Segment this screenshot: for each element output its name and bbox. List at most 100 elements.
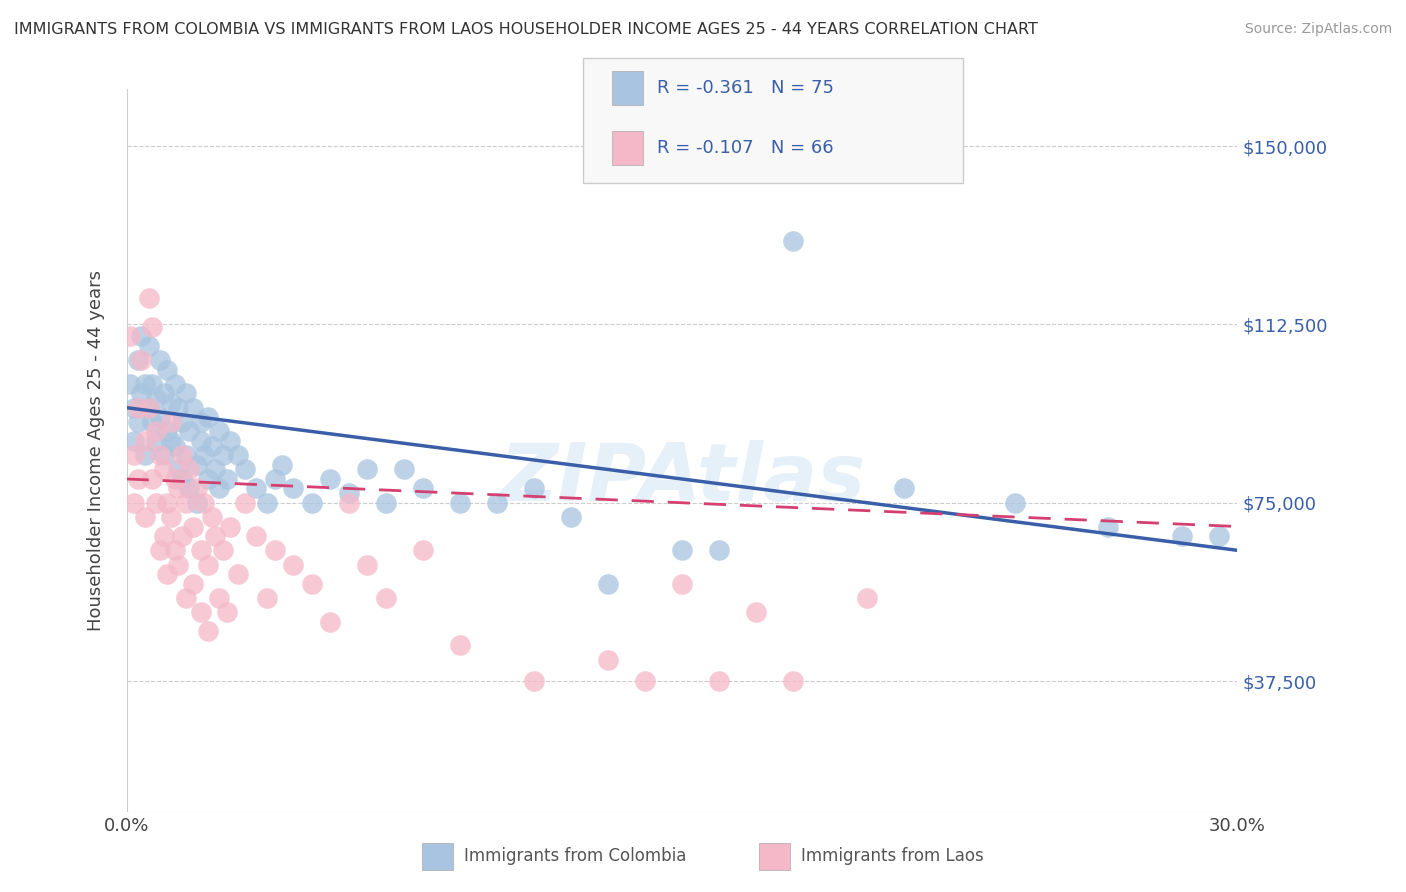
Point	[233, 462, 256, 476]
Point	[134, 510, 156, 524]
Point	[120, 329, 142, 343]
Point	[172, 472, 194, 486]
Point	[201, 510, 224, 524]
Point	[167, 558, 190, 572]
Point	[179, 482, 201, 496]
Point	[782, 235, 804, 249]
Point	[179, 462, 201, 476]
Point	[149, 353, 172, 368]
Point	[145, 496, 167, 510]
Point	[138, 401, 160, 415]
Point	[394, 462, 416, 476]
Point	[707, 673, 730, 688]
Point	[122, 448, 145, 462]
Point	[181, 401, 204, 415]
Point	[412, 482, 434, 496]
Point	[226, 448, 249, 462]
Point	[485, 496, 508, 510]
Point	[197, 410, 219, 425]
Point	[449, 638, 471, 652]
Point	[374, 591, 396, 605]
Text: R = -0.107   N = 66: R = -0.107 N = 66	[657, 139, 834, 157]
Point	[134, 376, 156, 391]
Point	[1208, 529, 1230, 543]
Point	[174, 448, 197, 462]
Point	[215, 472, 238, 486]
Point	[174, 386, 197, 401]
Point	[149, 543, 172, 558]
Point	[245, 529, 267, 543]
Point	[127, 401, 149, 415]
Point	[122, 496, 145, 510]
Point	[412, 543, 434, 558]
Point	[190, 415, 212, 429]
Point	[167, 462, 190, 476]
Point	[256, 591, 278, 605]
Point	[226, 567, 249, 582]
Point	[193, 496, 215, 510]
Point	[211, 448, 233, 462]
Point	[163, 543, 186, 558]
Point	[1004, 496, 1026, 510]
Point	[145, 391, 167, 405]
Point	[138, 401, 160, 415]
Point	[134, 434, 156, 448]
Point	[131, 386, 153, 401]
Point	[523, 482, 546, 496]
Point	[174, 496, 197, 510]
Point	[186, 482, 208, 496]
Point	[263, 472, 285, 486]
Point	[172, 415, 194, 429]
Point	[160, 396, 183, 410]
Point	[122, 401, 145, 415]
Point	[596, 576, 619, 591]
Point	[156, 496, 179, 510]
Point	[172, 448, 194, 462]
Point	[233, 496, 256, 510]
Point	[127, 353, 149, 368]
Point	[337, 486, 360, 500]
Point	[160, 415, 183, 429]
Text: Immigrants from Colombia: Immigrants from Colombia	[464, 847, 686, 865]
Point	[149, 410, 172, 425]
Point	[219, 434, 242, 448]
Point	[172, 529, 194, 543]
Point	[190, 434, 212, 448]
Point	[167, 401, 190, 415]
Point	[204, 529, 226, 543]
Point	[145, 434, 167, 448]
Point	[156, 425, 179, 439]
Point	[152, 448, 174, 462]
Point	[163, 439, 186, 453]
Point	[141, 319, 163, 334]
Point	[271, 458, 294, 472]
Point	[745, 605, 768, 619]
Point	[211, 543, 233, 558]
Point	[138, 339, 160, 353]
Point	[596, 652, 619, 666]
Point	[356, 558, 378, 572]
Point	[134, 448, 156, 462]
Point	[190, 605, 212, 619]
Point	[197, 558, 219, 572]
Point	[174, 591, 197, 605]
Point	[245, 482, 267, 496]
Point	[219, 519, 242, 533]
Point	[197, 624, 219, 639]
Text: Source: ZipAtlas.com: Source: ZipAtlas.com	[1244, 22, 1392, 37]
Point	[449, 496, 471, 510]
Text: R = -0.361   N = 75: R = -0.361 N = 75	[657, 79, 834, 97]
Point	[127, 415, 149, 429]
Point	[281, 558, 304, 572]
Point	[163, 472, 186, 486]
Point	[523, 673, 546, 688]
Point	[167, 482, 190, 496]
Point	[301, 496, 323, 510]
Point	[893, 482, 915, 496]
Point	[208, 591, 231, 605]
Point	[356, 462, 378, 476]
Point	[160, 434, 183, 448]
Point	[141, 376, 163, 391]
Point	[204, 462, 226, 476]
Point	[208, 425, 231, 439]
